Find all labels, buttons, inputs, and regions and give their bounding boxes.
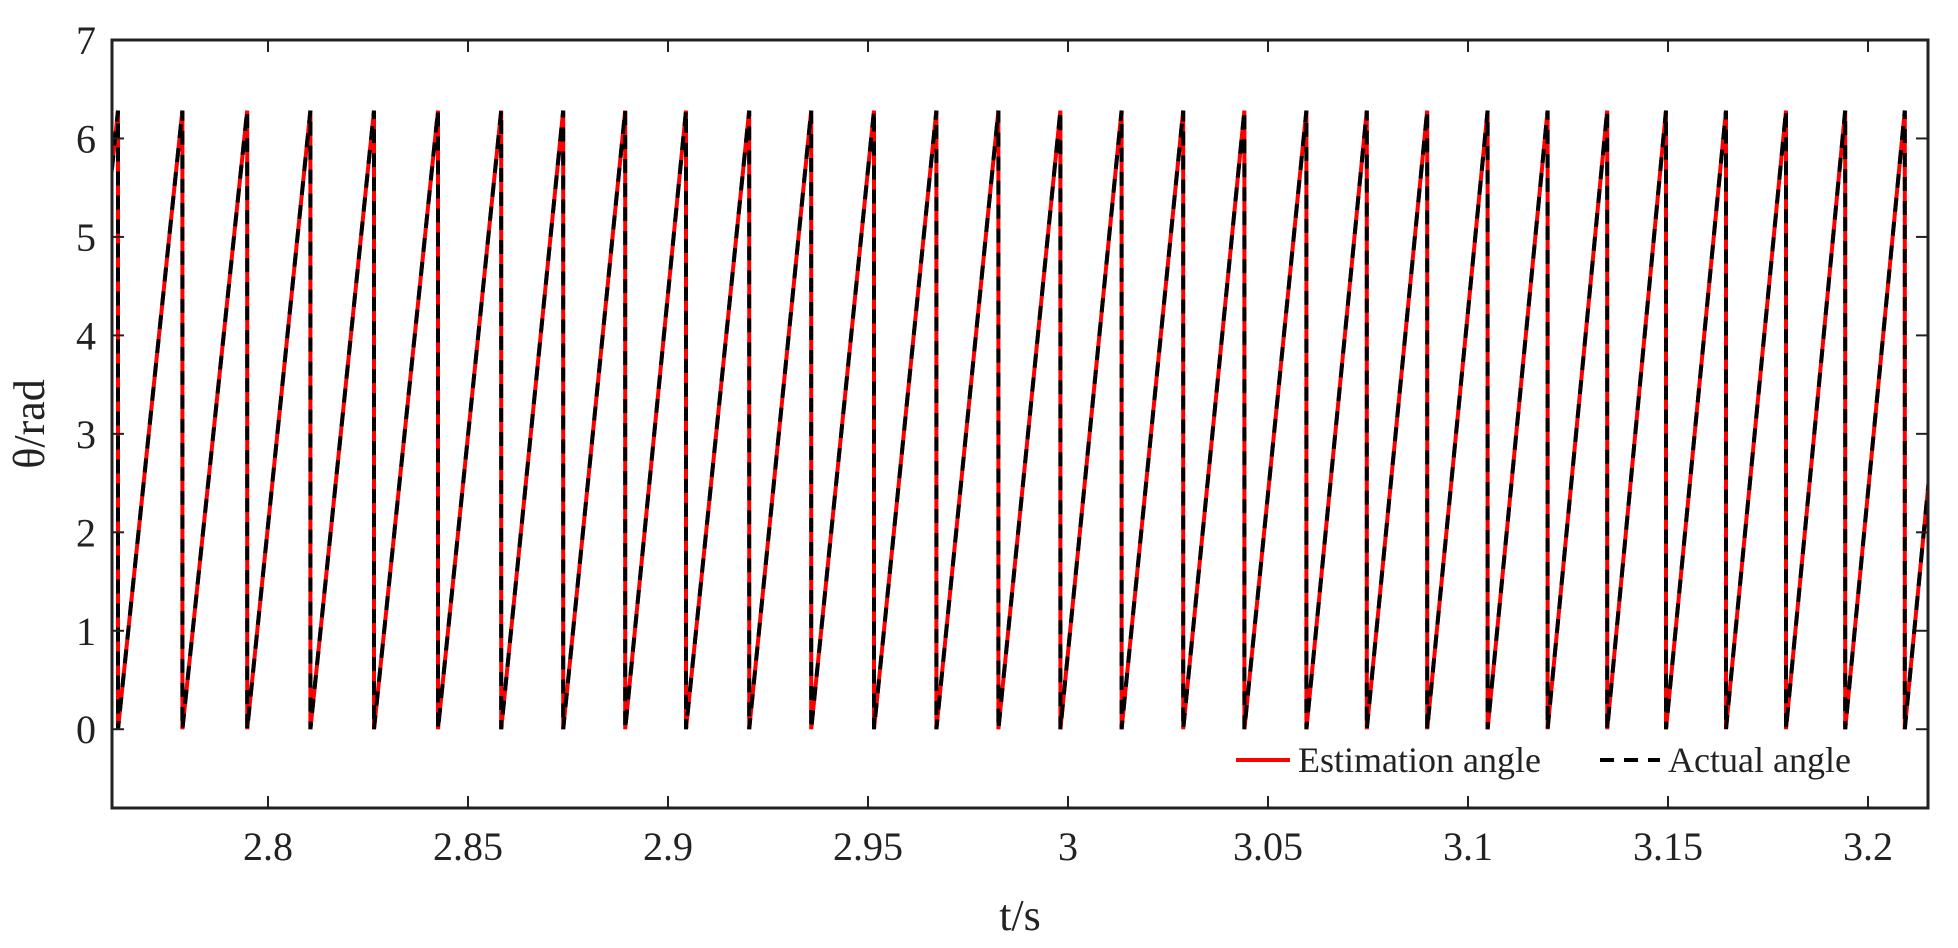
- y-tick-label: 7: [76, 18, 96, 63]
- legend-label-actual: Actual angle: [1668, 740, 1851, 780]
- x-tick-label: 3.1: [1443, 824, 1493, 869]
- y-tick-label: 0: [76, 707, 96, 752]
- plot-frame: [110, 38, 1930, 810]
- x-tick-label: 3.05: [1233, 824, 1303, 869]
- legend-label-estimation: Estimation angle: [1298, 740, 1541, 780]
- y-tick-label: 5: [76, 215, 96, 260]
- ticks-group: 2.8 2.85 2.9 2.95 3 3.05 3.1 3.15 3.2 0 1 2 3 4 5 6 7: [76, 18, 1928, 869]
- x-tick-label: 2.8: [243, 824, 293, 869]
- x-tick-label: 2.9: [643, 824, 693, 869]
- y-axis-label: θ/rad: [5, 379, 54, 468]
- x-axis-label: t/s: [999, 891, 1041, 940]
- x-tick-label: 2.95: [833, 824, 903, 869]
- x-tick-label: 3.15: [1633, 824, 1703, 869]
- x-tick-label: 3.2: [1843, 824, 1893, 869]
- y-tick-label: 2: [76, 510, 96, 555]
- y-tick-label: 3: [76, 412, 96, 457]
- y-tick-label: 4: [76, 313, 96, 358]
- y-tick-label: 6: [76, 116, 96, 161]
- x-tick-label: 3: [1058, 824, 1078, 869]
- y-tick-label: 1: [76, 609, 96, 654]
- x-tick-label: 2.85: [433, 824, 503, 869]
- legend: Estimation angle Actual angle: [1236, 740, 1851, 780]
- series-line-actual-angle: [112, 110, 1928, 730]
